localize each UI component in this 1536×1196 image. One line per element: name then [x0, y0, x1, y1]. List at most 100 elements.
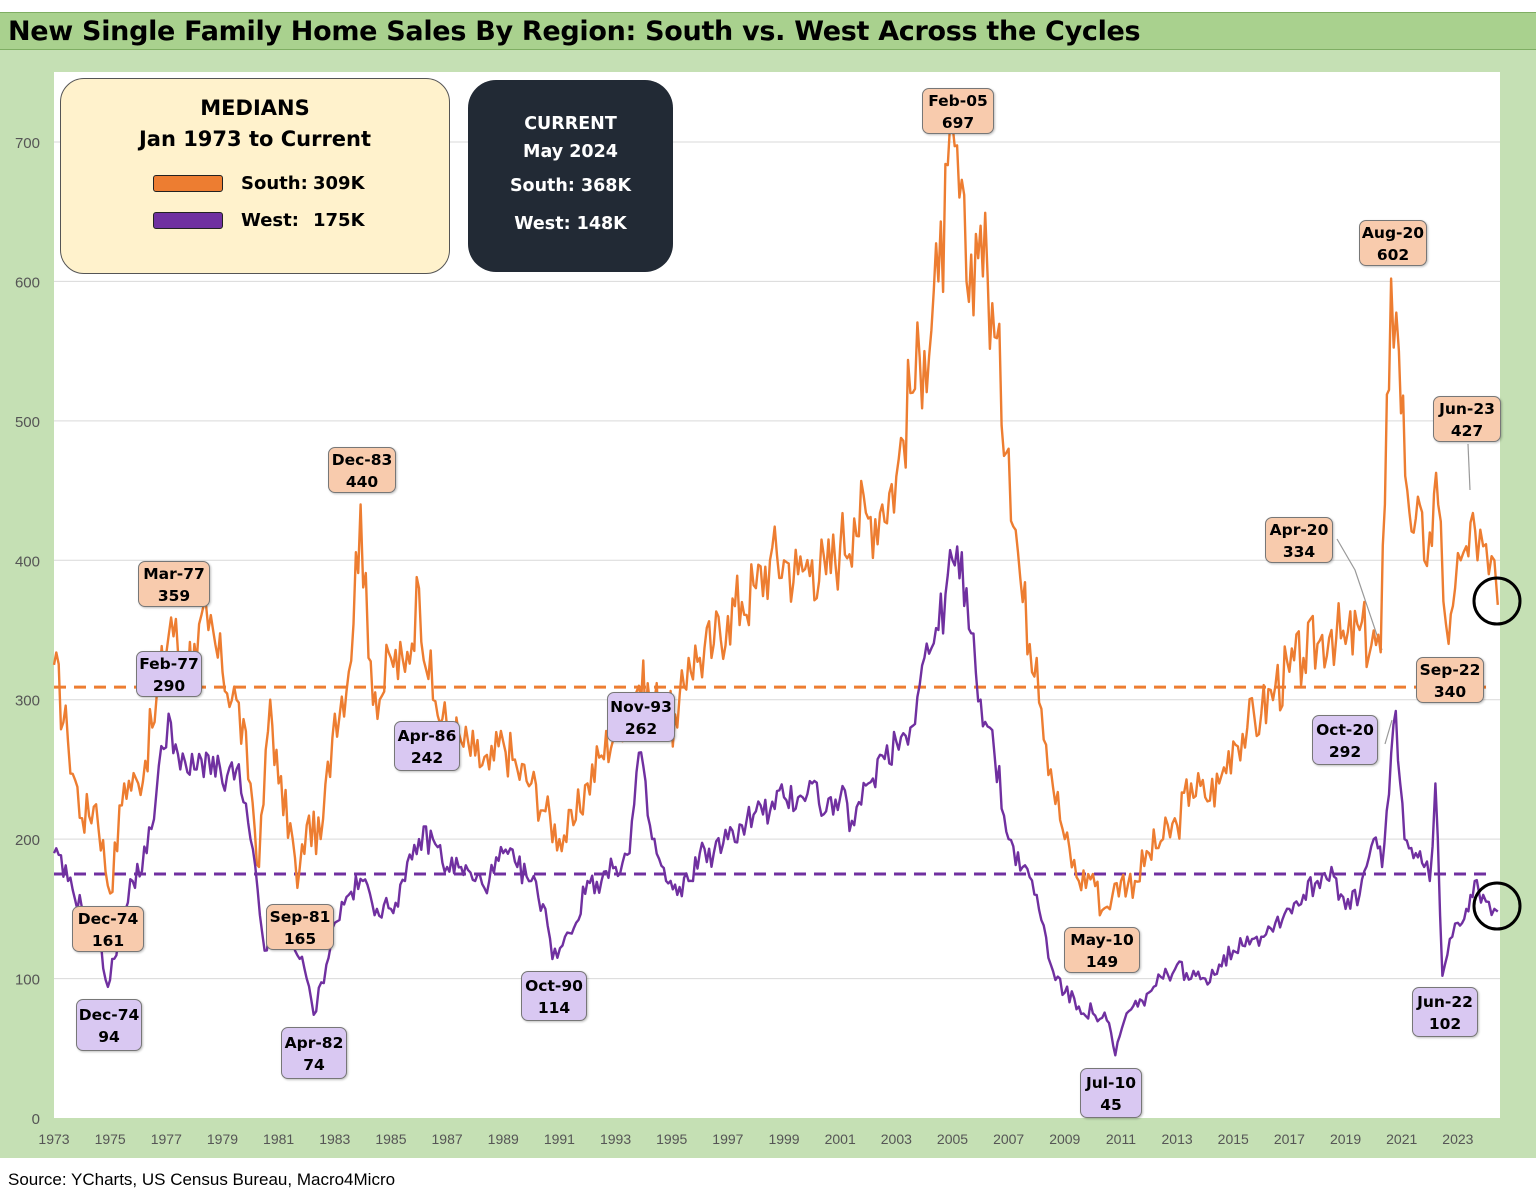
x-tick-label: 1979 — [207, 1131, 238, 1147]
south-callout-sep-81: Sep-81 165 — [266, 904, 334, 950]
apr-20-leader-line — [1336, 538, 1383, 651]
title-bar: New Single Family Home Sales By Region: … — [0, 12, 1536, 50]
callout-value: 45 — [1100, 1096, 1122, 1114]
x-tick-label: 1985 — [375, 1131, 406, 1147]
callout-value: 102 — [1428, 1015, 1462, 1033]
x-tick-label: 1987 — [432, 1131, 463, 1147]
source-note: Source: YCharts, US Census Bureau, Macro… — [8, 1170, 396, 1189]
callout-value: 74 — [303, 1056, 325, 1074]
x-tick-label: 2011 — [1106, 1131, 1136, 1147]
jun-23-leader-line — [1467, 443, 1471, 491]
x-tick-label: 2019 — [1330, 1131, 1361, 1147]
y-tick-label: 300 — [15, 693, 40, 710]
callout-date: Apr-86 — [397, 727, 457, 745]
y-tick-label: 700 — [15, 135, 40, 152]
callout-value: 340 — [1433, 683, 1467, 701]
south-median-value: 309K — [313, 173, 365, 194]
south-callout-dec-74: Dec-74 161 — [72, 906, 144, 952]
callout-value: 242 — [410, 749, 444, 767]
medians-title-line2: Jan 1973 to Current — [138, 127, 372, 151]
x-tick-label: 2001 — [825, 1131, 856, 1147]
callout-value: 290 — [152, 677, 186, 695]
callout-date: Dec-74 — [77, 910, 139, 928]
south-legend-label: South: — [241, 173, 308, 194]
callout-date: Jul-10 — [1085, 1074, 1137, 1092]
west-callout-dec-74: Dec-74 94 — [76, 999, 142, 1051]
west-callout-jun-22: Jun-22 102 — [1412, 987, 1478, 1037]
west-callout-apr-86: Apr-86 242 — [394, 721, 460, 771]
callout-value: 427 — [1450, 422, 1484, 440]
x-tick-label: 1975 — [95, 1131, 126, 1147]
x-tick-label: 2009 — [1049, 1131, 1080, 1147]
x-tick-label: 1981 — [263, 1131, 294, 1147]
callout-date: Oct-90 — [525, 977, 583, 995]
oct-20-leader-line — [1384, 719, 1393, 745]
callout-value: 292 — [1328, 743, 1362, 761]
south-callout-apr-20: Apr-20 334 — [1265, 517, 1333, 563]
south-current-marker — [1472, 576, 1522, 626]
medians-title: MEDIANS Jan 1973 to Current — [61, 93, 449, 155]
callout-value: 262 — [624, 720, 658, 738]
south-callout-may-10: May-10 149 — [1064, 927, 1140, 973]
callout-date: Sep-22 — [1419, 661, 1481, 679]
x-tick-label: 2007 — [993, 1131, 1024, 1147]
callout-value: 149 — [1085, 953, 1119, 971]
callout-value: 602 — [1376, 246, 1410, 264]
x-tick-label: 1977 — [151, 1131, 182, 1147]
current-value-box: CURRENT May 2024 South: 368K West: 148K — [468, 80, 673, 272]
callout-date: Jun-22 — [1417, 993, 1473, 1011]
callout-value: 440 — [345, 473, 379, 491]
callout-value: 359 — [157, 587, 191, 605]
callout-date: Aug-20 — [1361, 224, 1425, 242]
x-tick-label: 2021 — [1386, 1131, 1417, 1147]
callout-date: Oct-20 — [1316, 721, 1374, 739]
callout-date: Apr-82 — [284, 1034, 344, 1052]
west-callout-jul-10: Jul-10 45 — [1080, 1068, 1142, 1118]
callout-value: 697 — [941, 114, 975, 132]
west-median-value: 175K — [313, 210, 365, 231]
west-legend-swatch — [153, 212, 223, 229]
callout-date: Feb-05 — [928, 92, 988, 110]
callout-value: 161 — [91, 932, 125, 950]
callout-date: Dec-83 — [331, 451, 393, 469]
y-tick-label: 100 — [15, 972, 40, 989]
x-tick-label: 2017 — [1274, 1131, 1305, 1147]
west-callout-oct-90: Oct-90 114 — [521, 971, 587, 1021]
south-callout-jun-23: Jun-23 427 — [1433, 396, 1501, 442]
west-legend-label: West: — [241, 210, 299, 231]
x-tick-label: 2005 — [937, 1131, 968, 1147]
y-tick-label: 0 — [32, 1111, 40, 1128]
callout-value: 114 — [537, 999, 571, 1017]
south-callout-sep-22: Sep-22 340 — [1416, 657, 1484, 703]
south-series-line — [52, 122, 1499, 917]
x-tick-label: 1973 — [38, 1131, 69, 1147]
west-callout-apr-82: Apr-82 74 — [281, 1027, 347, 1079]
callout-date: Nov-93 — [610, 698, 672, 716]
y-tick-label: 400 — [15, 553, 40, 570]
x-tick-label: 2023 — [1442, 1131, 1473, 1147]
callout-date: Apr-20 — [1269, 521, 1329, 539]
south-callout-dec-83: Dec-83 440 — [328, 447, 396, 493]
y-tick-label: 600 — [15, 274, 40, 291]
south-legend-swatch — [153, 175, 223, 192]
x-tick-label: 2015 — [1218, 1131, 1249, 1147]
chart-title: New Single Family Home Sales By Region: … — [8, 16, 1141, 47]
callout-date: Sep-81 — [269, 908, 331, 926]
x-tick-label: 1999 — [768, 1131, 799, 1147]
callout-date: Mar-77 — [143, 565, 205, 583]
callout-date: Jun-23 — [1439, 400, 1495, 418]
callout-date: May-10 — [1070, 931, 1134, 949]
x-tick-label: 2003 — [881, 1131, 912, 1147]
south-callout-aug-20: Aug-20 602 — [1359, 220, 1427, 266]
y-tick-label: 200 — [15, 832, 40, 849]
callout-value: 94 — [98, 1028, 120, 1046]
callout-date: Feb-77 — [139, 655, 199, 673]
west-callout-nov-93: Nov-93 262 — [607, 692, 675, 742]
x-tick-label: 2013 — [1162, 1131, 1193, 1147]
west-current-marker — [1472, 881, 1522, 931]
medians-title-line1: MEDIANS — [200, 96, 310, 120]
west-callout-oct-20: Oct-20 292 — [1312, 715, 1378, 765]
current-west: West: 148K — [514, 214, 627, 234]
current-south: South: 368K — [509, 176, 632, 196]
